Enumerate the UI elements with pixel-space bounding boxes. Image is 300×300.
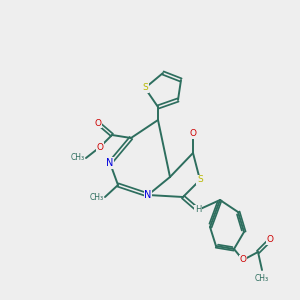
- Text: N: N: [144, 190, 152, 200]
- Text: O: O: [239, 256, 247, 265]
- Text: H: H: [195, 206, 201, 214]
- Text: N: N: [106, 158, 114, 168]
- Text: O: O: [266, 236, 274, 244]
- Text: O: O: [190, 129, 196, 138]
- Text: CH₃: CH₃: [89, 193, 103, 202]
- Text: O: O: [94, 118, 101, 127]
- Text: CH₃: CH₃: [70, 154, 85, 163]
- Text: CH₃: CH₃: [255, 274, 269, 283]
- Text: O: O: [97, 142, 104, 152]
- Text: S: S: [197, 176, 203, 184]
- Text: S: S: [142, 83, 148, 92]
